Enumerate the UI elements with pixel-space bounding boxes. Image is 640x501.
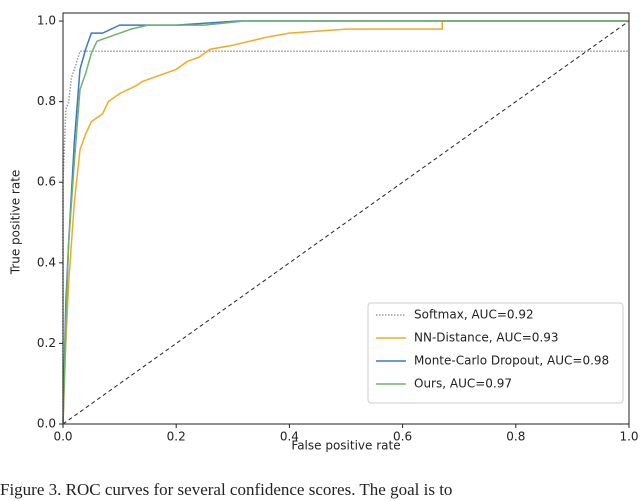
x-tick-label: 0.0 <box>53 430 72 444</box>
y-tick-label: 0.6 <box>37 175 56 189</box>
legend-label: Ours, AUC=0.97 <box>414 377 512 391</box>
y-tick-label: 1.0 <box>37 14 56 28</box>
legend-label: Monte-Carlo Dropout, AUC=0.98 <box>414 354 609 368</box>
plot-frame <box>62 12 630 425</box>
legend-label: NN-Distance, AUC=0.93 <box>414 331 559 345</box>
x-tick-label: 0.2 <box>167 430 186 444</box>
roc-curve <box>62 20 629 425</box>
y-tick-label: 0.2 <box>37 336 56 350</box>
x-tick-label: 0.4 <box>280 430 299 444</box>
y-tick-label: 0.8 <box>37 94 56 108</box>
x-tick-label: 0.8 <box>506 430 525 444</box>
roc-curve <box>62 20 629 425</box>
caption: Figure 3. ROC curves for several confide… <box>0 480 452 499</box>
y-axis-label: True positive rate <box>9 170 23 276</box>
y-tick-label: 0.0 <box>37 417 56 431</box>
chance-line <box>62 20 630 425</box>
legend-label: Softmax, AUC=0.92 <box>414 308 534 322</box>
x-axis-label: False positive rate <box>291 439 400 453</box>
legend-box <box>367 302 624 404</box>
y-tick-label: 0.4 <box>37 255 56 269</box>
x-tick-label: 0.6 <box>393 430 412 444</box>
x-tick-label: 1.0 <box>619 430 638 444</box>
